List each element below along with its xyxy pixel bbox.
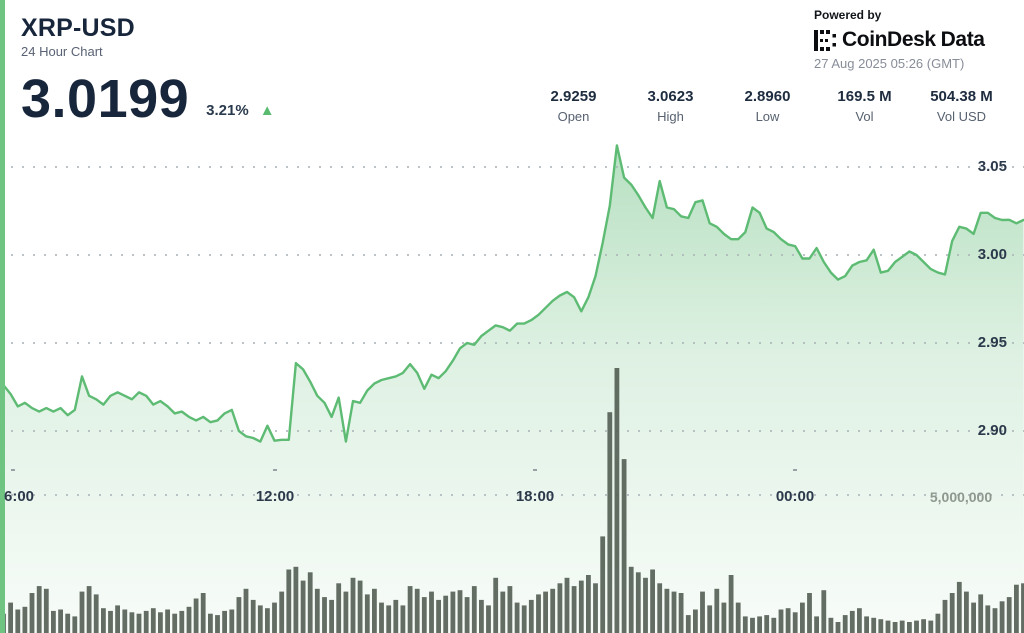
change-percent: 3.21% bbox=[206, 101, 249, 119]
branding-block: Powered by CoinDesk Data 27 Aug 2025 05:… bbox=[814, 8, 985, 71]
chart-left-accent bbox=[0, 0, 5, 633]
price-area-fill bbox=[0, 145, 1024, 633]
current-price: 3.0199 bbox=[21, 69, 190, 129]
y-axis-tick-3.05: 3.05 bbox=[977, 158, 1007, 175]
powered-by-label: Powered by bbox=[814, 8, 882, 22]
low-label: Low bbox=[755, 109, 780, 124]
y-axis-tick-3.00: 3.00 bbox=[977, 246, 1007, 263]
y-axis-tick-2.90: 2.90 bbox=[977, 422, 1007, 439]
chart-timestamp: 27 Aug 2025 05:26 (GMT) bbox=[814, 56, 965, 71]
x-minor-tick bbox=[11, 469, 15, 471]
high-value: 3.0623 bbox=[647, 88, 694, 105]
open-label: Open bbox=[557, 109, 590, 124]
volume-bars bbox=[1, 368, 1024, 633]
vol-usd-label: Vol USD bbox=[936, 109, 987, 124]
price-row: 3.0199 3.21% ▲ bbox=[21, 69, 275, 129]
x-minor-tick bbox=[533, 469, 537, 471]
x-axis-tick-1800: 18:00 bbox=[515, 488, 555, 505]
up-arrow-icon: ▲ bbox=[259, 101, 275, 119]
low-value: 2.8960 bbox=[744, 88, 791, 105]
x-axis-tick-1200: 12:00 bbox=[255, 488, 295, 505]
stat-vol-usd: 504.38 M Vol USD bbox=[913, 88, 1010, 124]
vol-usd-value: 504.38 M bbox=[930, 88, 993, 105]
open-value: 2.9259 bbox=[550, 88, 597, 105]
stat-open: 2.9259 Open bbox=[525, 88, 622, 124]
price-line bbox=[2, 144, 1024, 443]
coindesk-logo-icon bbox=[814, 29, 836, 51]
x-minor-tick bbox=[793, 469, 797, 471]
price-change: 3.21% ▲ bbox=[206, 102, 274, 126]
vol-label: Vol bbox=[855, 109, 874, 124]
chart-subtitle: 24 Hour Chart bbox=[21, 44, 103, 59]
y-axis-tick-2.95: 2.95 bbox=[977, 334, 1007, 351]
x-minor-tick bbox=[273, 469, 277, 471]
stat-vol: 169.5 M Vol bbox=[816, 88, 913, 124]
high-label: High bbox=[657, 109, 684, 124]
stat-low: 2.8960 Low bbox=[719, 88, 816, 124]
x-axis-tick-0000: 00:00 bbox=[775, 488, 815, 505]
x-axis-tick-600: 6:00 bbox=[4, 488, 35, 505]
coindesk-data-logo[interactable]: CoinDesk Data bbox=[814, 28, 985, 52]
logo-text-coindesk: CoinDesk bbox=[842, 28, 936, 51]
volume-axis-tick: 5,000,000 bbox=[929, 489, 993, 505]
logo-text-data: Data bbox=[940, 28, 985, 51]
page-title: XRP-USD bbox=[21, 14, 135, 42]
ohlc-stats-row: 2.9259 Open 3.0623 High 2.8960 Low 169.5… bbox=[525, 88, 1010, 124]
vol-value: 169.5 M bbox=[837, 88, 892, 105]
header: XRP-USD 24 Hour Chart bbox=[21, 13, 135, 59]
stat-high: 3.0623 High bbox=[622, 88, 719, 124]
